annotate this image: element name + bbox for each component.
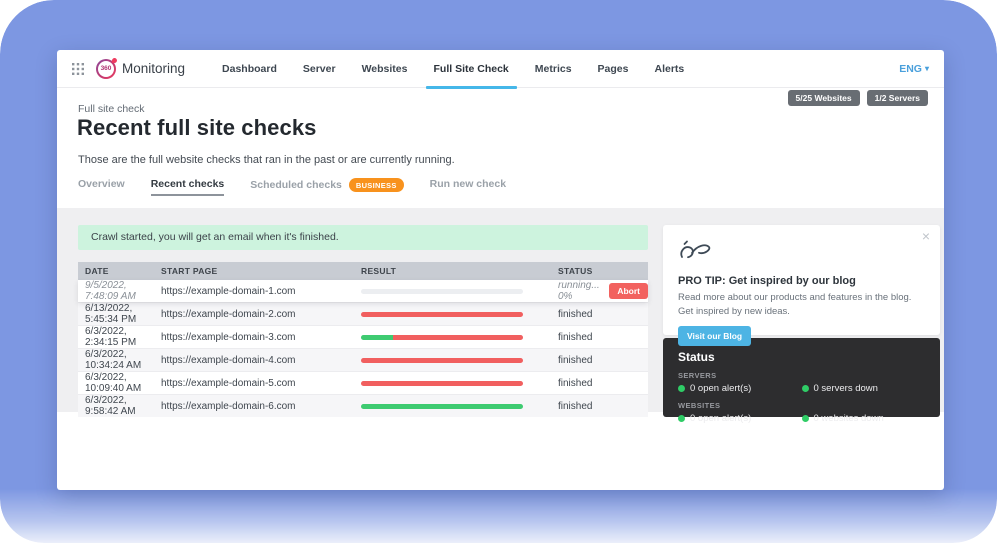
progress-bar: [361, 403, 558, 409]
progress-bar: [361, 380, 558, 386]
servers-open-alerts: 0 open alert(s): [678, 383, 802, 394]
check-date: 6/3/2022, 10:09:40 AM: [85, 372, 142, 394]
nav-item-full-site-check[interactable]: Full Site Check: [421, 50, 522, 89]
green-status-dot-icon: [678, 415, 685, 422]
check-date: 6/3/2022, 10:34:24 AM: [85, 349, 142, 371]
progress-bar: [361, 288, 558, 294]
breadcrumb: Full site check: [78, 103, 145, 115]
inspiration-doodle-icon: [678, 240, 712, 268]
language-label: ENG: [899, 62, 922, 75]
brand-name: Monitoring: [122, 61, 186, 76]
language-selector[interactable]: ENG ▾: [899, 63, 929, 75]
check-start-page: https://example-domain-5.com: [161, 377, 296, 389]
pro-tip-card: × PRO TIP: Get inspired by our blog Read…: [663, 225, 940, 346]
check-status: running... 0% Abort: [558, 280, 648, 302]
servers-down: 0 servers down: [801, 383, 926, 394]
green-status-dot-icon: [801, 415, 809, 422]
check-start-page: https://example-domain-1.com: [161, 285, 296, 297]
table-row: 6/13/2022, 5:45:34 PM https://example-do…: [78, 302, 648, 325]
visit-blog-button[interactable]: Visit our Blog: [678, 325, 752, 346]
websites-open-alerts: 0 open alert(s): [678, 413, 802, 424]
app-window: 360 Monitoring Dashboard Server Websites…: [57, 50, 944, 490]
sub-tabs: Overview Recent checks Scheduled checks …: [78, 178, 506, 198]
servers-status-row: 0 open alert(s) 0 servers down: [678, 383, 925, 394]
progress-bar: [361, 334, 558, 340]
websites-status-row: 0 open alert(s) 0 websites down: [678, 413, 925, 424]
nav-item-server[interactable]: Server: [302, 62, 336, 75]
websites-section-label: WEBSITES: [678, 401, 721, 410]
sidebar: × PRO TIP: Get inspired by our blog Read…: [663, 225, 940, 424]
check-start-page: https://example-domain-4.com: [161, 354, 296, 366]
tab-overview[interactable]: Overview: [78, 178, 125, 190]
status-card: Status SERVERS 0 open alert(s) 0 servers…: [663, 338, 940, 424]
success-alert: Crawl started, you will get an email whe…: [78, 225, 648, 250]
table-header: DATE START PAGE RESULT STATUS: [78, 262, 648, 280]
check-start-page: https://example-domain-6.com: [161, 400, 296, 412]
abort-button[interactable]: Abort: [609, 283, 648, 299]
table-row: 9/5/2022, 7:48:09 AM https://example-dom…: [78, 280, 648, 302]
green-status-dot-icon: [678, 385, 685, 392]
chevron-down-icon: ▾: [924, 63, 929, 73]
check-status: finished: [558, 308, 593, 320]
nav-item-websites[interactable]: Websites: [361, 62, 408, 75]
pro-tip-title: PRO TIP: Get inspired by our blog: [678, 275, 856, 287]
col-date: DATE: [85, 266, 109, 276]
check-start-page: https://example-domain-3.com: [161, 331, 296, 343]
status-card-title: Status: [678, 350, 715, 364]
col-status: STATUS: [558, 266, 593, 276]
brand-logo[interactable]: 360 Monitoring: [96, 57, 186, 79]
logo-360-icon: 360: [96, 57, 118, 79]
check-status: finished: [558, 377, 593, 389]
table-row: 6/3/2022, 10:34:24 AM https://example-do…: [78, 348, 648, 371]
close-icon[interactable]: ×: [921, 228, 930, 244]
content-area: Crawl started, you will get an email whe…: [57, 208, 944, 424]
checks-table: DATE START PAGE RESULT STATUS 9/5/2022, …: [78, 262, 648, 417]
tab-recent-checks[interactable]: Recent checks: [150, 178, 225, 196]
servers-section-label: SERVERS: [678, 371, 717, 380]
check-date: 6/3/2022, 2:34:15 PM: [85, 326, 137, 348]
page-subtitle: Those are the full website checks that r…: [78, 154, 455, 166]
main-nav: Dashboard Server Websites Full Site Chec…: [209, 50, 697, 89]
pro-tip-body: Read more about our products and feature…: [678, 292, 912, 317]
websites-usage-badge: 5/25 Websites: [787, 90, 860, 106]
usage-badges: 5/25 Websites 1/2 Servers: [787, 90, 928, 106]
top-nav-bar: 360 Monitoring Dashboard Server Websites…: [57, 50, 944, 89]
check-date: 6/13/2022, 5:45:34 PM: [85, 303, 137, 325]
check-date: 6/3/2022, 9:58:42 AM: [85, 395, 136, 417]
websites-down: 0 websites down: [801, 413, 926, 424]
col-start-page: START PAGE: [161, 266, 218, 276]
table-row: 6/3/2022, 9:58:42 AM https://example-dom…: [78, 394, 648, 417]
check-status: finished: [558, 354, 593, 366]
tab-scheduled-checks[interactable]: Scheduled checks BUSINESS: [250, 178, 404, 196]
progress-bar: [361, 357, 558, 363]
nav-item-pages[interactable]: Pages: [597, 62, 629, 75]
check-status: finished: [558, 331, 593, 343]
business-plan-badge: BUSINESS: [348, 178, 404, 192]
status-text: running... 0%: [558, 280, 600, 302]
tab-scheduled-label: Scheduled checks: [250, 179, 342, 191]
table-row: 6/3/2022, 2:34:15 PM https://example-dom…: [78, 325, 648, 348]
tab-run-new-check[interactable]: Run new check: [429, 178, 507, 190]
nav-item-metrics[interactable]: Metrics: [534, 62, 572, 75]
check-status: finished: [558, 400, 593, 412]
app-launcher-icon[interactable]: [72, 63, 84, 75]
check-date: 9/5/2022, 7:48:09 AM: [85, 280, 136, 302]
table-row: 6/3/2022, 10:09:40 AM https://example-do…: [78, 371, 648, 394]
progress-bar: [361, 311, 558, 317]
green-status-dot-icon: [801, 385, 809, 392]
nav-item-alerts[interactable]: Alerts: [654, 62, 685, 75]
nav-item-dashboard[interactable]: Dashboard: [222, 62, 277, 75]
servers-usage-badge: 1/2 Servers: [866, 90, 928, 106]
col-result: RESULT: [361, 266, 397, 276]
page-title: Recent full site checks: [77, 115, 317, 140]
check-start-page: https://example-domain-2.com: [161, 308, 296, 320]
